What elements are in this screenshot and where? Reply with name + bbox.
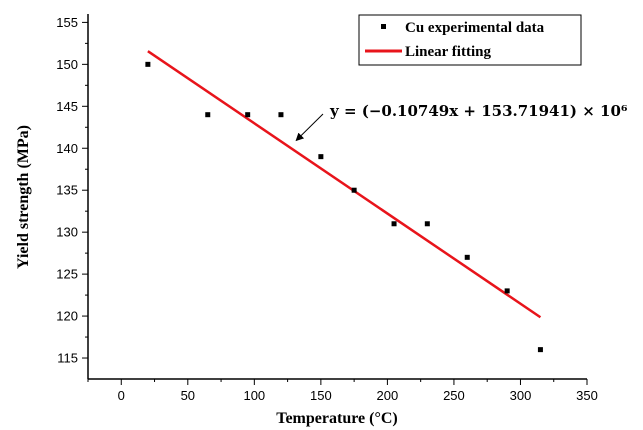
data-point — [205, 112, 211, 118]
data-point — [278, 112, 284, 118]
y-tick-label: 130 — [56, 225, 78, 240]
y-tick-label: 140 — [56, 141, 78, 156]
legend-label-scatter: Cu experimental data — [405, 20, 545, 36]
legend-box — [358, 14, 582, 66]
data-point — [391, 221, 397, 227]
data-point — [351, 187, 357, 193]
legend-marker-scatter — [381, 24, 386, 29]
fit-line-layer — [147, 50, 542, 319]
y-tick-label: 115 — [57, 351, 78, 366]
y-tick-label: 155 — [56, 15, 78, 30]
data-point — [245, 112, 251, 118]
x-tick-label: 150 — [310, 388, 332, 403]
y-tick-label: 125 — [56, 267, 78, 282]
x-tick-label: 300 — [510, 388, 532, 403]
fit-equation-annotation: y = (−0.10749x + 153.71941) × 10⁶ — [329, 102, 628, 120]
data-point — [537, 347, 543, 353]
data-points-layer — [145, 61, 543, 353]
x-tick-label: 0 — [118, 388, 125, 403]
data-point — [424, 221, 430, 227]
plot-axes — [87, 14, 587, 380]
y-tick-label: 135 — [56, 183, 78, 198]
x-tick-label: 350 — [576, 388, 598, 403]
legend-label-line: Linear fitting — [405, 44, 491, 60]
fit-line — [147, 50, 542, 319]
y-axis-ticks: 115 120 125 130 135 140 145 150 155 — [56, 15, 88, 366]
x-tick-label: 50 — [181, 388, 195, 403]
x-tick-label: 100 — [243, 388, 265, 403]
annotation-arrow — [295, 113, 324, 142]
data-point — [504, 288, 510, 294]
data-point — [318, 154, 324, 160]
x-tick-label: 200 — [377, 388, 399, 403]
data-point — [145, 61, 151, 67]
y-tick-label: 150 — [56, 57, 78, 72]
x-axis-title: Temperature (°C) — [276, 410, 397, 427]
data-point — [464, 254, 470, 260]
x-axis-ticks: 0 50 100 150 200 250 300 350 — [87, 379, 598, 403]
y-axis-title: Yield strength (MPa) — [15, 125, 32, 269]
legend: Cu experimental data Linear fitting — [358, 14, 582, 66]
y-tick-label: 120 — [56, 309, 78, 324]
y-tick-label: 145 — [56, 99, 78, 114]
x-tick-label: 250 — [443, 388, 465, 403]
